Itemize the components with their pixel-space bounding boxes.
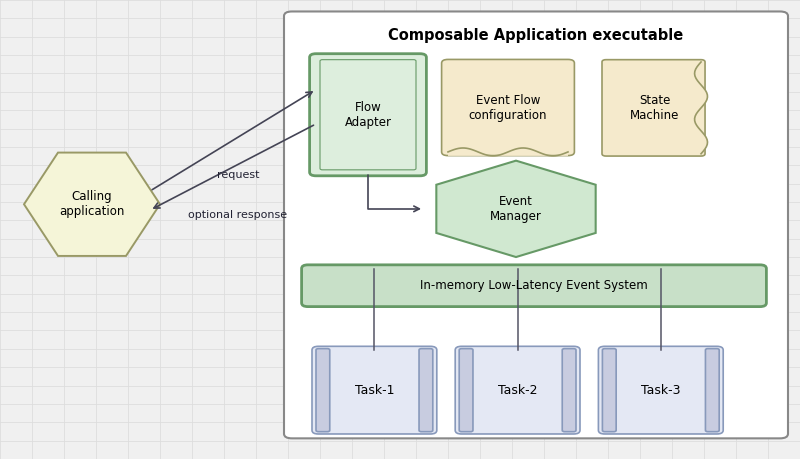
Text: Composable Application executable: Composable Application executable: [388, 28, 684, 43]
Text: Event
Manager: Event Manager: [490, 195, 542, 223]
FancyBboxPatch shape: [602, 60, 705, 156]
FancyBboxPatch shape: [459, 349, 473, 431]
Text: Task-2: Task-2: [498, 384, 538, 397]
Text: Calling
application: Calling application: [59, 190, 125, 218]
FancyBboxPatch shape: [284, 11, 788, 438]
Text: Event Flow
configuration: Event Flow configuration: [469, 94, 547, 122]
Polygon shape: [436, 161, 596, 257]
FancyBboxPatch shape: [310, 54, 426, 176]
Text: Task-1: Task-1: [354, 384, 394, 397]
FancyBboxPatch shape: [562, 349, 576, 431]
FancyBboxPatch shape: [455, 346, 580, 434]
FancyBboxPatch shape: [706, 349, 719, 431]
FancyBboxPatch shape: [442, 60, 574, 156]
FancyBboxPatch shape: [302, 265, 766, 307]
Text: request: request: [217, 170, 259, 180]
Text: State
Machine: State Machine: [630, 94, 679, 122]
Text: optional response: optional response: [189, 210, 287, 220]
FancyBboxPatch shape: [316, 349, 330, 431]
Text: Task-3: Task-3: [641, 384, 681, 397]
FancyBboxPatch shape: [598, 346, 723, 434]
Text: In-memory Low-Latency Event System: In-memory Low-Latency Event System: [420, 279, 648, 292]
Text: Flow
Adapter: Flow Adapter: [345, 101, 391, 129]
FancyBboxPatch shape: [312, 346, 437, 434]
FancyBboxPatch shape: [602, 349, 616, 431]
FancyBboxPatch shape: [419, 349, 433, 431]
Polygon shape: [24, 152, 160, 256]
